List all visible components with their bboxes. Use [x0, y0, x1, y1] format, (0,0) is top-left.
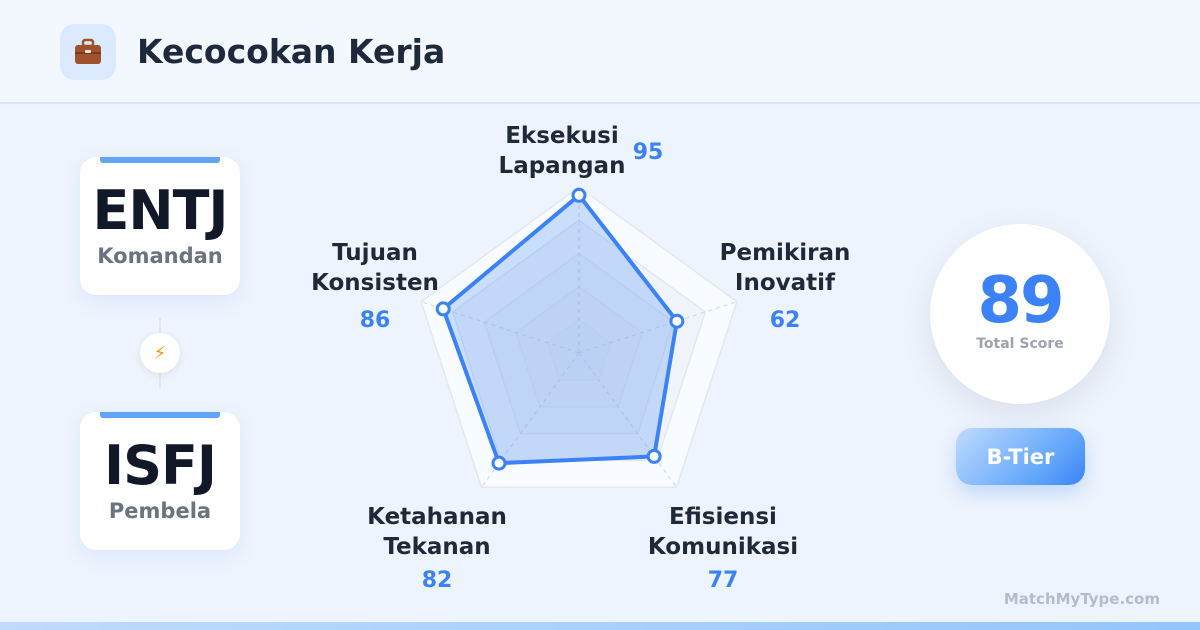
data-area — [441, 193, 679, 466]
axis-label-line: Eksekusi — [505, 123, 619, 149]
bottom-bar — [0, 622, 1200, 630]
axis-label: Ketahanan Tekanan — [367, 502, 507, 562]
score-value: 89 — [977, 264, 1064, 338]
lightning-icon: ⚡ — [140, 333, 180, 373]
axis-label-line: Inovatif — [734, 270, 836, 296]
axis-label-line: Tujuan — [332, 240, 418, 266]
axis-value: 86 — [359, 308, 391, 333]
type-code: ENTJ — [92, 179, 228, 242]
briefcase-icon — [60, 24, 116, 80]
total-score: 89 Total Score — [930, 224, 1110, 404]
axis-label-line: Efisiensi — [669, 504, 777, 530]
grid-axis — [578, 352, 677, 488]
axis-label: Efisiensi Komunikasi — [648, 502, 798, 562]
data-point — [491, 455, 507, 471]
tier-badge: B-Tier — [956, 428, 1085, 485]
page-title: Kecocokan Kerja — [137, 32, 446, 71]
type-code: ISFJ — [104, 434, 217, 497]
axis-label: Tujuan Konsisten — [311, 238, 439, 298]
grid-axis — [578, 301, 738, 354]
header: Kecocokan Kerja — [0, 0, 1200, 104]
axis-value: 62 — [769, 308, 801, 333]
axis-label: Pemikiran Inovatif — [720, 238, 851, 298]
axis-label-line: Ketahanan — [367, 504, 507, 530]
type-card-2: ISFJ Pembela — [80, 412, 240, 550]
type-card-1: ENTJ Komandan — [80, 157, 240, 295]
axis-label-line: Pemikiran — [719, 240, 851, 266]
type-name: Komandan — [97, 244, 223, 268]
axis-label-line: Komunikasi — [647, 534, 799, 560]
axis-value: 82 — [421, 568, 453, 593]
axis-value: 77 — [707, 568, 739, 593]
axis-label-line: Tekanan — [383, 534, 491, 560]
grid-ring — [514, 285, 644, 408]
axis-value: 95 — [632, 140, 664, 165]
type-name: Pembela — [108, 499, 212, 523]
data-point — [435, 301, 451, 317]
data-point — [646, 448, 662, 464]
score-label: Total Score — [976, 336, 1064, 352]
axis-label-line: Konsisten — [311, 270, 439, 296]
brand-watermark: MatchMyType.com — [1003, 590, 1160, 608]
axis-label-line: Lapangan — [498, 153, 626, 179]
axis-label: Eksekusi Lapangan — [499, 121, 626, 181]
data-point — [571, 187, 587, 203]
data-point — [669, 313, 685, 329]
